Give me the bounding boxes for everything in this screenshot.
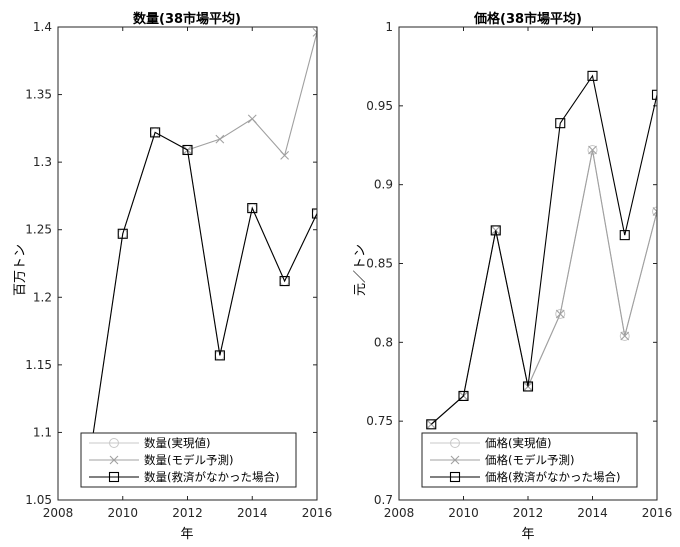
- price-data-point: [555, 309, 565, 319]
- price-data-point: [555, 308, 566, 319]
- price-legend-item: 価格(実現値): [430, 436, 551, 450]
- quantity-x-tick-label: 2008: [43, 506, 74, 520]
- price-axis-ticks: 2008 2010 2012 2014 2016 0.7 0.75 0.8 0.85 0.9 0.9…: [366, 20, 672, 520]
- quantity-legend-item: 数量(実現値): [89, 436, 210, 450]
- quantity-data-point: [215, 134, 225, 144]
- quantity-y-tick-label: 1.1: [33, 425, 52, 439]
- price-data-point: [490, 225, 501, 236]
- quantity-data-point: [117, 228, 128, 239]
- quantity-y-tick-label: 1.35: [25, 88, 52, 102]
- price-y-tick-label: 0.95: [366, 99, 393, 113]
- quantity-legend-marker: [109, 438, 119, 448]
- quantity-series-x: [183, 28, 317, 160]
- quantity-x-tick-label: 2014: [237, 506, 268, 520]
- quantity-y-tick-label: 1.2: [33, 290, 52, 304]
- price-y-tick-label: 0.75: [366, 414, 393, 428]
- price-data-point: [619, 230, 630, 241]
- quantity-legend-marker: [109, 455, 119, 465]
- quantity-x-axis-label: 年: [180, 527, 193, 542]
- price-y-tick-label: 0.85: [366, 257, 393, 271]
- price-data-point: [522, 381, 534, 392]
- price-data-point: [619, 331, 630, 342]
- price-legend-label: 価格(モデル予測): [485, 453, 574, 467]
- quantity-y-axis-label: 百万トン: [13, 244, 28, 296]
- price-y-tick-label: 1: [385, 20, 393, 34]
- price-x-tick-label: 2016: [642, 506, 673, 520]
- quantity-data-point: [311, 208, 317, 219]
- quantity-data-point: [312, 28, 317, 37]
- quantity-legend-label: 数量(モデル予測): [144, 453, 233, 467]
- quantity-y-tick-label: 1.25: [25, 223, 52, 237]
- price-legend-label: 価格(実現値): [485, 436, 551, 450]
- price-legend-marker: [449, 471, 461, 483]
- price-x-tick-label: 2014: [577, 506, 608, 520]
- price-x-tick-label: 2012: [513, 506, 544, 520]
- quantity-y-tick-label: 1.05: [25, 493, 52, 507]
- price-legend-label: 価格(救済がなかった場合): [485, 470, 620, 484]
- price-data-point: [652, 207, 657, 216]
- price-legend-marker: [450, 455, 460, 465]
- quantity-data-point: [280, 150, 290, 160]
- quantity-axis-ticks: 2008 2010 2012 2014 2016 1.05 1.1 1.15 1.2 1.25 1.…: [25, 20, 332, 520]
- quantity-series-line: [89, 131, 317, 453]
- price-series-square: [426, 70, 657, 430]
- price-data-point: [652, 206, 657, 217]
- quantity-legend-item: 数量(モデル予測): [89, 453, 233, 467]
- price-legend-item: 価格(救済がなかった場合): [430, 470, 620, 484]
- price-data-point: [458, 390, 469, 401]
- price-data-point: [555, 118, 566, 129]
- quantity-data-point: [150, 127, 161, 138]
- price-x-tick-label: 2010: [448, 506, 479, 520]
- price-chart-title: 価格(38市場平均): [473, 11, 582, 27]
- price-legend-item: 価格(モデル予測): [430, 453, 574, 467]
- price-data-point: [620, 331, 630, 341]
- price-y-tick-label: 0.8: [374, 335, 393, 349]
- quantity-data-point: [214, 350, 225, 361]
- quantity-chart-title: 数量(38市場平均): [133, 11, 241, 27]
- price-data-point: [651, 89, 657, 100]
- quantity-legend-item: 数量(救済がなかった場合): [89, 470, 279, 484]
- price-axis-frame: [398, 26, 658, 501]
- quantity-chart-panel: 数量(38市場平均) 百万トン 年 2008 2010 2012 2014 2016 1.…: [13, 11, 332, 542]
- quantity-legend-label: 数量(救済がなかった場合): [144, 470, 279, 484]
- price-x-axis-label: 年: [521, 527, 534, 542]
- quantity-axis-frame: [57, 26, 318, 501]
- quantity-data-point: [247, 114, 257, 124]
- quantity-x-tick-label: 2010: [107, 506, 138, 520]
- price-data-point: [587, 144, 598, 155]
- quantity-y-tick-label: 1.4: [33, 20, 52, 34]
- quantity-legend-marker: [108, 471, 120, 483]
- price-chart-panel: 価格(38市場平均) 元／トン 年 2008 2010 2012 2014 2016 0.…: [353, 11, 672, 542]
- quantity-y-tick-label: 1.3: [33, 155, 52, 169]
- price-y-axis-label: 元／トン: [353, 244, 368, 296]
- quantity-legend-box: [80, 432, 297, 488]
- quantity-y-tick-label: 1.15: [25, 358, 52, 372]
- price-legend: 価格(実現値) 価格(モデル予測) 価格(救済がなかった場合): [421, 432, 638, 488]
- quantity-data-point: [182, 144, 193, 156]
- quantity-data-point: [279, 276, 290, 287]
- price-y-tick-label: 0.7: [374, 493, 393, 507]
- price-legend-marker: [450, 438, 460, 448]
- price-y-tick-label: 0.9: [374, 178, 393, 192]
- quantity-legend: 数量(実現値) 数量(モデル予測) 数量(救済がなかった場合): [80, 432, 297, 488]
- price-data-point: [588, 145, 597, 155]
- price-series-line: [430, 74, 657, 425]
- quantity-plot-area: [85, 28, 317, 458]
- price-data-point: [587, 70, 598, 81]
- quantity-legend-label: 数量(実現値): [144, 436, 210, 450]
- quantity-data-point: [247, 203, 258, 214]
- quantity-series-square: [85, 127, 317, 458]
- price-data-point: [426, 419, 437, 430]
- price-x-tick-label: 2008: [384, 506, 415, 520]
- price-plot-area: [426, 70, 657, 430]
- quantity-x-tick-label: 2016: [302, 506, 333, 520]
- quantity-x-tick-label: 2012: [172, 506, 203, 520]
